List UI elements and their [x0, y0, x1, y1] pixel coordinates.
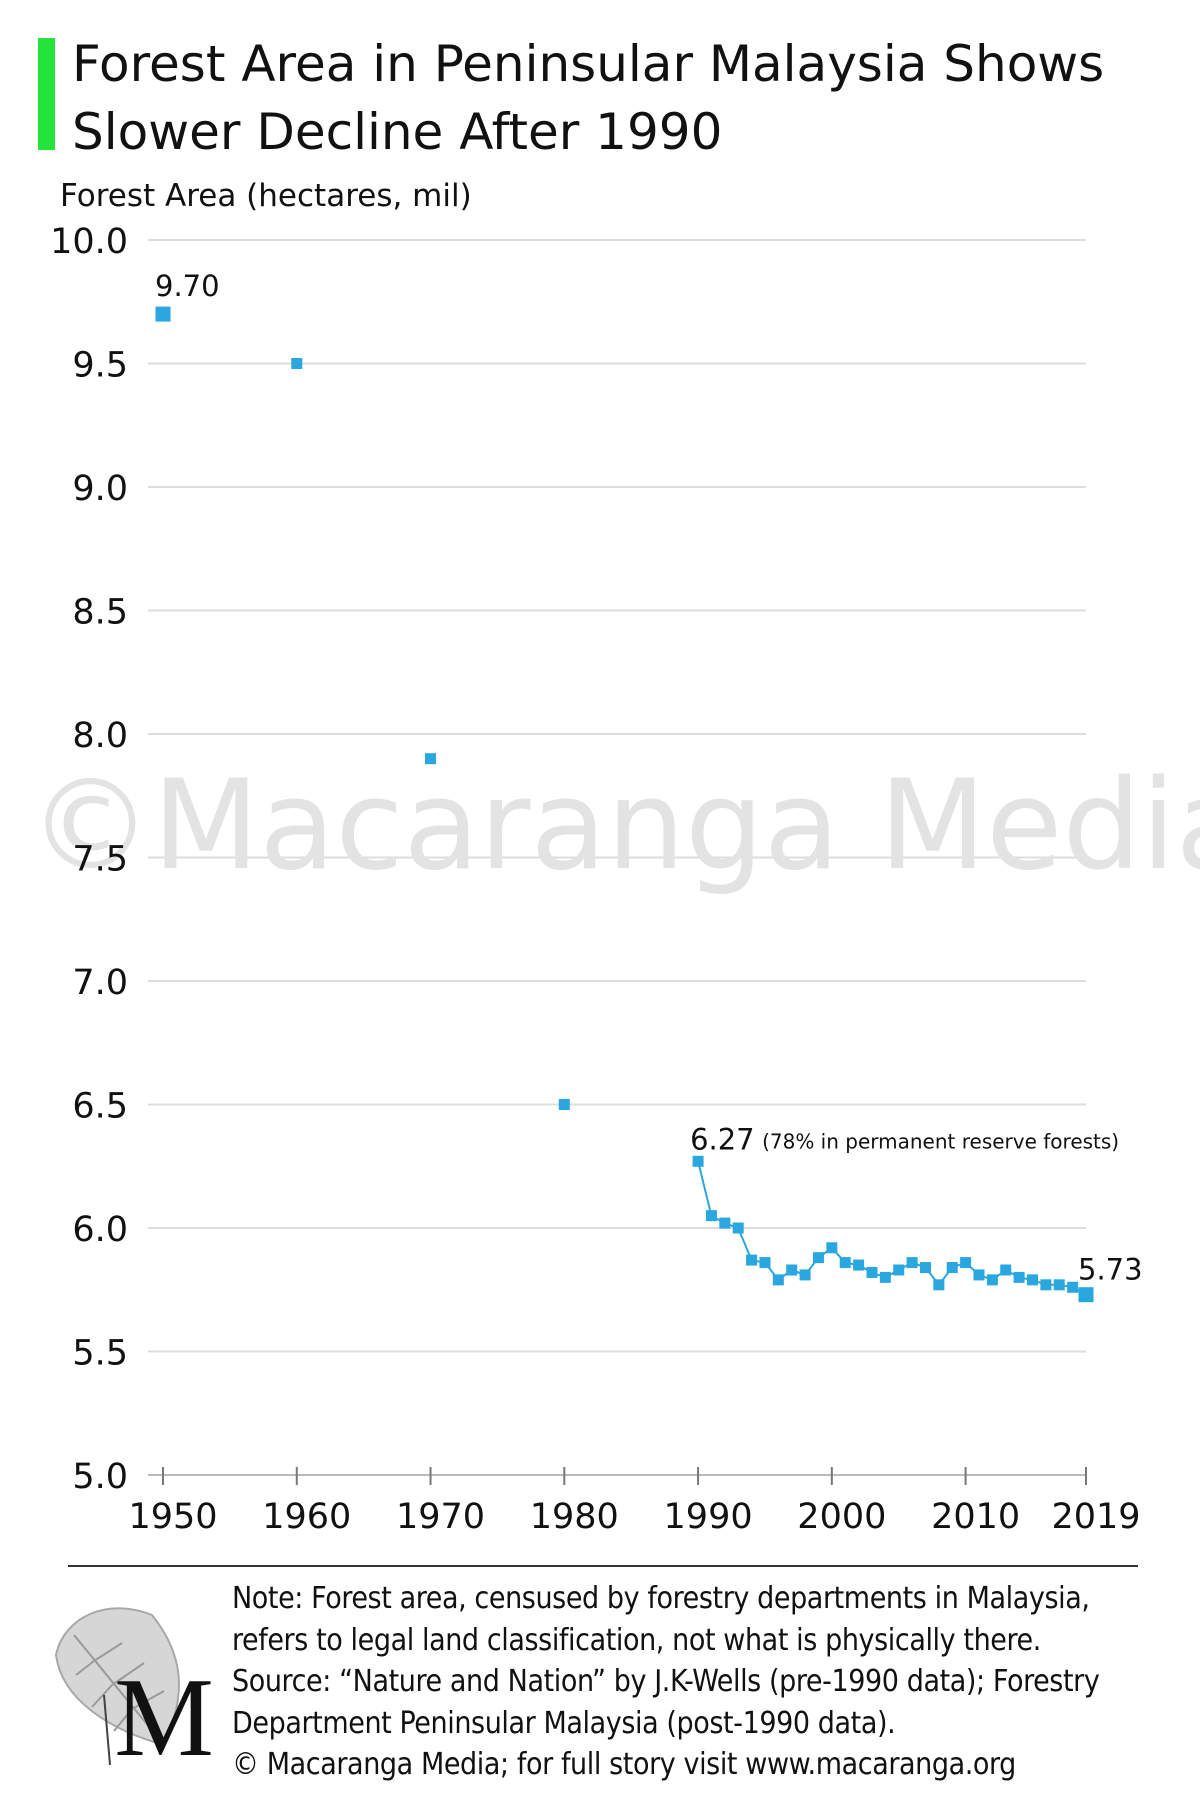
data-point	[812, 1252, 824, 1264]
data-point	[853, 1259, 865, 1271]
x-tick-label: 1960	[262, 1497, 351, 1537]
green-accent-bar-icon	[38, 38, 55, 150]
watermark: ©Macaranga Media	[28, 754, 1200, 898]
data-point	[933, 1279, 945, 1291]
footer-divider	[68, 1565, 1138, 1567]
x-tick-label: 2019	[1051, 1497, 1140, 1537]
data-point	[1040, 1279, 1052, 1291]
x-tick-label: 2000	[797, 1497, 886, 1537]
data-point	[705, 1210, 717, 1222]
y-tick-label: 9.5	[72, 346, 128, 386]
data-point	[732, 1222, 744, 1234]
y-tick-label: 8.0	[72, 716, 128, 756]
note-line: Source: “Nature and Nation” by J.K-Wells…	[232, 1664, 1100, 1699]
data-point	[772, 1274, 784, 1286]
x-tick-label: 1950	[128, 1497, 217, 1537]
data-point	[799, 1269, 811, 1281]
data-point	[759, 1257, 771, 1269]
data-point	[973, 1269, 985, 1281]
x-tick-label: 1980	[530, 1497, 619, 1537]
y-tick-label: 10.0	[50, 222, 128, 262]
data-point	[155, 306, 171, 322]
data-point	[786, 1264, 798, 1276]
y-tick-label: 7.0	[72, 963, 128, 1003]
x-axis-ticks: 1950 1960 1970 1980 1990 2000 2010 2019	[128, 1467, 1141, 1537]
data-point	[826, 1242, 838, 1254]
data-point	[425, 753, 437, 765]
data-label-note: (78% in permanent reserve forests)	[762, 1129, 1119, 1153]
data-point	[692, 1155, 704, 1167]
x-tick-label: 1970	[396, 1497, 485, 1537]
data-point	[1053, 1279, 1065, 1291]
data-point	[1067, 1281, 1079, 1293]
data-point	[986, 1274, 998, 1286]
y-tick-label: 5.0	[72, 1457, 128, 1497]
logo-letter: M	[114, 1656, 214, 1765]
data-point	[1000, 1264, 1012, 1276]
data-label: 5.73	[1078, 1253, 1143, 1287]
note-line: Department Peninsular Malaysia (post-199…	[232, 1705, 896, 1741]
chart-title: Forest Area in Peninsular Malaysia Shows…	[72, 35, 1105, 161]
data-label: 9.70	[155, 269, 220, 303]
footer-note: Note: Forest area, censused by forestry …	[232, 1578, 1182, 1786]
y-tick-label: 7.5	[72, 840, 128, 880]
data-point	[1013, 1271, 1025, 1283]
note-line: © Macaranga Media; for full story visit …	[232, 1747, 1016, 1782]
data-point	[919, 1262, 931, 1274]
y-axis-label: Forest Area (hectares, mil)	[60, 178, 472, 214]
data-point	[946, 1262, 958, 1274]
y-axis-ticks: 5.0 5.5 6.0 6.5 7.0 7.5 8.0 8.5 9.0 9.5 10.0	[50, 222, 128, 1497]
grid-lines	[148, 239, 1086, 1476]
data-point	[1078, 1287, 1094, 1303]
y-tick-label: 9.0	[72, 469, 128, 509]
data-point	[558, 1099, 570, 1110]
data-point	[879, 1271, 891, 1283]
macaranga-leaf-logo-icon: M	[54, 1607, 214, 1765]
data-point	[719, 1217, 731, 1229]
data-point	[839, 1257, 851, 1269]
forest-area-chart: ©Macaranga Media 5.0 5.5 6.0 6.5 7.0 7.5 8.0 8.…	[28, 222, 1200, 1537]
data-point	[866, 1266, 878, 1278]
data-point	[906, 1257, 918, 1269]
data-point	[960, 1257, 972, 1269]
data-point	[893, 1264, 905, 1276]
data-point	[746, 1254, 758, 1266]
y-tick-label: 5.5	[72, 1334, 128, 1374]
note-line: Note: Forest area, censused by forestry …	[232, 1581, 1090, 1616]
data-label: 6.27	[690, 1122, 755, 1156]
data-point	[1026, 1274, 1038, 1286]
data-labels: 9.70 6.27 (78% in permanent reserve forest…	[155, 269, 1143, 1287]
y-tick-label: 6.5	[72, 1087, 128, 1127]
y-tick-label: 6.0	[72, 1210, 128, 1250]
x-tick-label: 2010	[931, 1497, 1020, 1537]
note-line: refers to legal land classification, not…	[232, 1622, 1041, 1658]
data-series	[155, 306, 1094, 1303]
y-tick-label: 8.5	[72, 593, 128, 633]
x-tick-label: 1990	[664, 1497, 753, 1537]
data-point	[291, 358, 303, 369]
